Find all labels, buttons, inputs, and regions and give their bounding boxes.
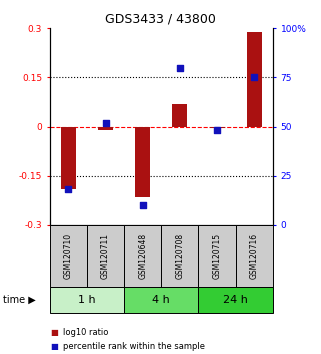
Text: GSM120708: GSM120708: [175, 233, 184, 279]
Text: ■: ■: [50, 328, 58, 337]
Point: [66, 187, 71, 192]
Text: 4 h: 4 h: [152, 295, 170, 305]
Point: [252, 75, 257, 80]
Bar: [172, 104, 187, 126]
Text: time ▶: time ▶: [3, 295, 36, 305]
Bar: [247, 32, 262, 126]
Text: GSM120715: GSM120715: [213, 233, 221, 279]
Point: [140, 202, 145, 208]
Text: GSM120710: GSM120710: [64, 233, 73, 279]
Point: [103, 120, 108, 125]
Bar: [98, 126, 113, 130]
Bar: [210, 126, 224, 128]
Text: GSM120711: GSM120711: [101, 233, 110, 279]
Text: log10 ratio: log10 ratio: [63, 328, 108, 337]
Text: 24 h: 24 h: [223, 295, 248, 305]
Point: [177, 65, 182, 70]
Text: ■: ■: [50, 342, 58, 352]
Text: GSM120716: GSM120716: [250, 233, 259, 279]
Bar: [135, 126, 150, 197]
Point: [214, 128, 220, 133]
Text: GSM120648: GSM120648: [138, 233, 147, 279]
Text: percentile rank within the sample: percentile rank within the sample: [63, 342, 204, 352]
Text: GDS3433 / 43800: GDS3433 / 43800: [105, 12, 216, 25]
Text: 1 h: 1 h: [78, 295, 96, 305]
Bar: [61, 126, 76, 189]
